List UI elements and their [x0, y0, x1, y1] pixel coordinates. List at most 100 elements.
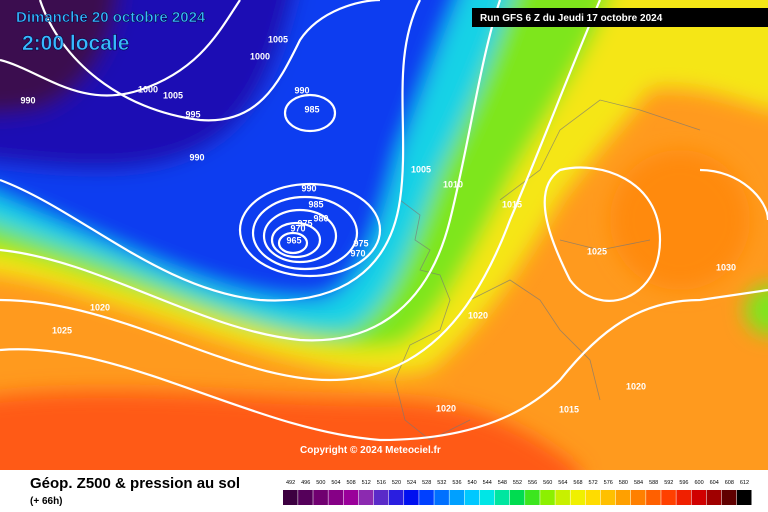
scale-swatch: [343, 490, 359, 505]
scale-label: 512: [362, 480, 371, 486]
scale-label: 556: [528, 480, 537, 486]
isobar-label: 970: [350, 248, 365, 258]
scale-swatch: [358, 490, 374, 505]
date: Dimanche 20 octobre 2024: [16, 9, 206, 26]
scale-swatch: [555, 490, 570, 505]
scale-swatch: [479, 490, 495, 505]
scale-label: 544: [483, 480, 492, 486]
scale-label: 504: [331, 480, 340, 486]
run-box: [472, 8, 768, 27]
scale-swatch: [298, 490, 313, 505]
copyright: Copyright © 2024 Meteociel.fr: [300, 445, 441, 456]
scale-swatch: [449, 490, 465, 505]
isobar-label: 985: [308, 199, 323, 209]
scale-swatch: [646, 490, 661, 505]
scale-label: 524: [407, 480, 416, 486]
scale-swatch: [525, 490, 540, 505]
scale-swatch: [661, 490, 676, 505]
isobar-label: 990: [189, 152, 204, 162]
isobar-label: 1020: [626, 381, 646, 391]
scale-swatch: [404, 490, 419, 505]
isobar-label: 995: [185, 109, 200, 119]
scale-label: 528: [422, 480, 431, 486]
scale-swatch: [434, 490, 449, 505]
scale-label: 568: [573, 480, 582, 486]
isobar-label: 965: [286, 235, 301, 245]
scale-label: 496: [301, 480, 310, 486]
scale-swatch: [494, 490, 510, 505]
scale-swatch: [630, 490, 646, 505]
scale-swatch: [313, 490, 328, 505]
isobar-label: 1010: [443, 179, 463, 189]
scale-swatch: [464, 490, 480, 505]
scale-swatch: [676, 490, 691, 505]
scale-swatch: [721, 490, 737, 505]
map-field: [0, 0, 768, 470]
isobar-label: 1020: [468, 310, 488, 320]
scale-swatch: [570, 490, 586, 505]
scale-swatch: [328, 490, 344, 505]
footer-title: Géop. Z500 & pression au sol: [30, 475, 240, 492]
isobar-label: 1015: [502, 199, 522, 209]
scale-label: 584: [634, 480, 643, 486]
scale-swatch: [419, 490, 434, 505]
scale-swatch: [585, 490, 601, 505]
scale-swatch: [509, 490, 525, 505]
scale-label: 516: [377, 480, 386, 486]
scale-swatch: [706, 490, 722, 505]
scale-label: 492: [286, 480, 295, 486]
scale-swatch: [691, 490, 707, 505]
scale-label: 596: [679, 480, 688, 486]
run-info: Run GFS 6 Z du Jeudi 17 octobre 2024: [480, 13, 663, 24]
isobars: [0, 0, 768, 442]
scale-label: 612: [740, 480, 749, 486]
scale-swatch: [373, 490, 389, 505]
scale-label: 540: [468, 480, 477, 486]
footer-lead: (+ 66h): [30, 496, 63, 507]
scale-label: 608: [725, 480, 734, 486]
scale-label: 508: [346, 480, 355, 486]
isobar-label: 1030: [716, 262, 736, 272]
isobar-label: 1025: [587, 246, 607, 256]
scale-label: 576: [604, 480, 613, 486]
isobar-label: 1000: [250, 51, 270, 61]
scale-label: 500: [316, 480, 325, 486]
scale-swatch: [540, 490, 555, 505]
scale-label: 564: [558, 480, 567, 486]
isobar-label: 980: [313, 213, 328, 223]
scale-label: 588: [649, 480, 658, 486]
isobar-label: 1000: [138, 84, 158, 94]
isobar-label: 970: [290, 223, 305, 233]
isobar-label: 1025: [52, 325, 72, 335]
scale-label: 532: [437, 480, 446, 486]
isobar-label: 1005: [163, 90, 183, 100]
isobar-label: 1005: [411, 164, 431, 174]
isobar-label: 985: [304, 104, 319, 114]
isobar-label: 1020: [90, 302, 110, 312]
isobar-label: 990: [294, 85, 309, 95]
scale-label: 548: [498, 480, 507, 486]
scale-label: 520: [392, 480, 401, 486]
isobar-label: 1015: [559, 404, 579, 414]
scale-swatch: [388, 490, 404, 505]
local-time: 2:00 locale: [22, 32, 129, 55]
scale-label: 552: [513, 480, 522, 486]
isobar-label: 990: [301, 183, 316, 193]
isobar-label: 990: [20, 95, 35, 105]
isobar-label: 1020: [436, 403, 456, 413]
scale-swatch: [615, 490, 631, 505]
scale-label: 572: [589, 480, 598, 486]
scale-label: 604: [710, 480, 719, 486]
scale-label: 600: [694, 480, 703, 486]
scale-label: 580: [619, 480, 628, 486]
isobar-label: 975: [353, 238, 368, 248]
scale-swatch: [283, 490, 298, 505]
isobar-label: 1005: [268, 34, 288, 44]
scale-swatch: [736, 490, 752, 505]
isobar-label: 975: [297, 218, 312, 228]
scale-swatch: [600, 490, 616, 505]
coastline: [394, 99, 701, 441]
scale-label: 536: [452, 480, 461, 486]
scale-label: 560: [543, 480, 552, 486]
